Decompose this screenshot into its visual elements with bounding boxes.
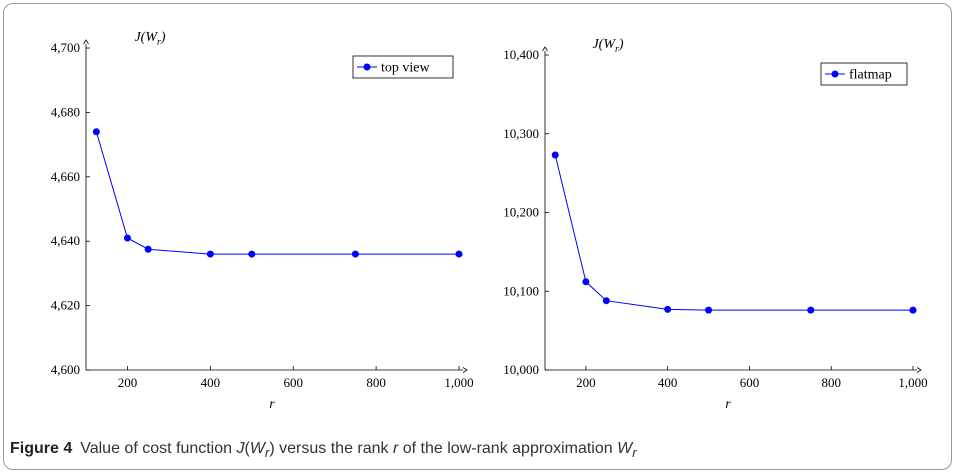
y-tick-label: 10,000 <box>503 362 539 377</box>
y-axis-label: J(Wr) <box>592 37 623 55</box>
data-point <box>664 305 672 313</box>
y-axis-label: J(Wr) <box>134 30 165 48</box>
figure-label: Figure 4 <box>10 440 73 457</box>
data-point <box>144 245 152 253</box>
legend-marker <box>363 63 371 71</box>
data-point <box>807 306 815 314</box>
chart-flatmap: 200 400 600 800 1,000 10,000 10,100 10,200 10,30… <box>503 37 927 412</box>
data-point <box>206 250 214 258</box>
caption-text-after: of the low-rank approximation <box>398 440 618 457</box>
y-tick-label: 10,200 <box>503 205 539 220</box>
x-tick-label: 600 <box>283 375 303 390</box>
legend-label: top view <box>381 61 430 76</box>
y-tick-label: 10,300 <box>503 126 539 141</box>
y-tick-label: 4,680 <box>51 104 80 119</box>
x-tick-label: 800 <box>366 375 386 390</box>
caption-open-paren: ( <box>244 440 250 457</box>
x-axis-label: r <box>269 397 275 412</box>
y-tick-label: 4,620 <box>51 298 80 313</box>
caption-text-before: Value of cost function <box>80 440 237 457</box>
data-point <box>909 306 917 314</box>
x-tick-label: 400 <box>201 375 221 390</box>
figure-caption: Figure 4 Value of cost function J(Wr) ver… <box>10 440 637 460</box>
x-tick-label: 1,000 <box>898 375 927 390</box>
x-axis-arrow <box>916 367 922 373</box>
data-point <box>248 250 256 258</box>
y-tick-label: 10,400 <box>503 47 539 62</box>
legend-box <box>820 62 908 86</box>
data-point <box>123 234 131 242</box>
caption-subscript: r <box>264 445 270 461</box>
x-axis-label: r <box>725 397 731 412</box>
caption-w2-symbol: W <box>617 440 633 457</box>
legend-marker <box>831 70 839 78</box>
x-tick-label: 800 <box>821 375 841 390</box>
data-point <box>602 297 610 305</box>
series-line <box>554 154 913 311</box>
data-point <box>551 151 559 159</box>
x-tick-label: 200 <box>118 375 138 390</box>
legend-box <box>352 55 454 79</box>
caption-r-symbol: r <box>392 440 399 457</box>
chart-top-view: 200 400 600 800 1,000 4,600 4,620 4,640 4,660 4,6… <box>51 30 474 412</box>
y-tick-label: 4,660 <box>51 169 80 184</box>
x-tick-label: 1,000 <box>444 375 473 390</box>
y-tick-label: 4,700 <box>51 40 80 55</box>
data-point <box>455 250 463 258</box>
y-axis-arrow <box>83 39 89 45</box>
data-point <box>705 306 713 314</box>
x-tick-label: 400 <box>658 375 678 390</box>
y-tick-label: 10,100 <box>503 283 539 298</box>
data-point <box>351 250 359 258</box>
y-tick-label: 4,640 <box>51 233 80 248</box>
x-axis-arrow <box>462 367 468 373</box>
y-axis-arrow <box>542 46 548 52</box>
x-tick-label: 200 <box>576 375 596 390</box>
y-tick-label: 4,600 <box>51 362 80 377</box>
caption-subscript-2: r <box>632 445 637 461</box>
caption-text-middle: ) versus the rank <box>269 440 393 457</box>
series-line <box>95 131 459 255</box>
data-point <box>582 278 590 286</box>
caption-j-symbol: J <box>236 440 245 457</box>
data-point <box>92 128 100 136</box>
caption-w-symbol: W <box>249 440 265 457</box>
x-tick-label: 600 <box>740 375 760 390</box>
figure-frame <box>3 3 952 470</box>
legend-label: flatmap <box>849 68 892 83</box>
